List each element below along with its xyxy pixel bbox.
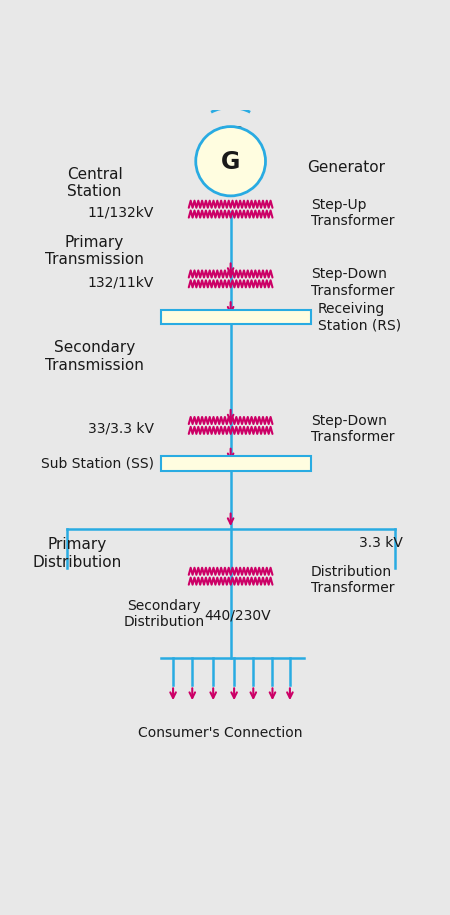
Text: Receiving
Station (RS): Receiving Station (RS) — [318, 302, 401, 332]
Text: Secondary
Distribution: Secondary Distribution — [124, 599, 205, 630]
Text: CS: CS — [217, 124, 244, 143]
Text: 3.3 kV: 3.3 kV — [359, 536, 403, 550]
Text: Step-Up
Transformer: Step-Up Transformer — [311, 198, 394, 228]
Text: Primary
Distribution: Primary Distribution — [32, 537, 122, 570]
Text: Secondary
Transmission: Secondary Transmission — [45, 340, 144, 372]
Text: Distribution
Transformer: Distribution Transformer — [311, 565, 394, 595]
Text: Generator: Generator — [307, 160, 385, 175]
Text: Sub Station (SS): Sub Station (SS) — [41, 457, 154, 470]
Text: Central
Station: Central Station — [67, 167, 122, 199]
Text: Step-Down
Transformer: Step-Down Transformer — [311, 414, 394, 444]
Bar — [161, 310, 311, 324]
Text: 33/3.3 kV: 33/3.3 kV — [88, 422, 154, 436]
Text: G: G — [221, 150, 240, 174]
Text: 11/132kV: 11/132kV — [87, 206, 154, 220]
Ellipse shape — [196, 126, 266, 196]
Text: 132/11kV: 132/11kV — [87, 275, 154, 289]
Text: 440/230V: 440/230V — [204, 608, 271, 623]
Text: Primary
Transmission: Primary Transmission — [45, 234, 144, 267]
Text: Consumer's Connection: Consumer's Connection — [138, 727, 302, 740]
Bar — [161, 457, 311, 470]
Text: Step-Down
Transformer: Step-Down Transformer — [311, 267, 394, 297]
